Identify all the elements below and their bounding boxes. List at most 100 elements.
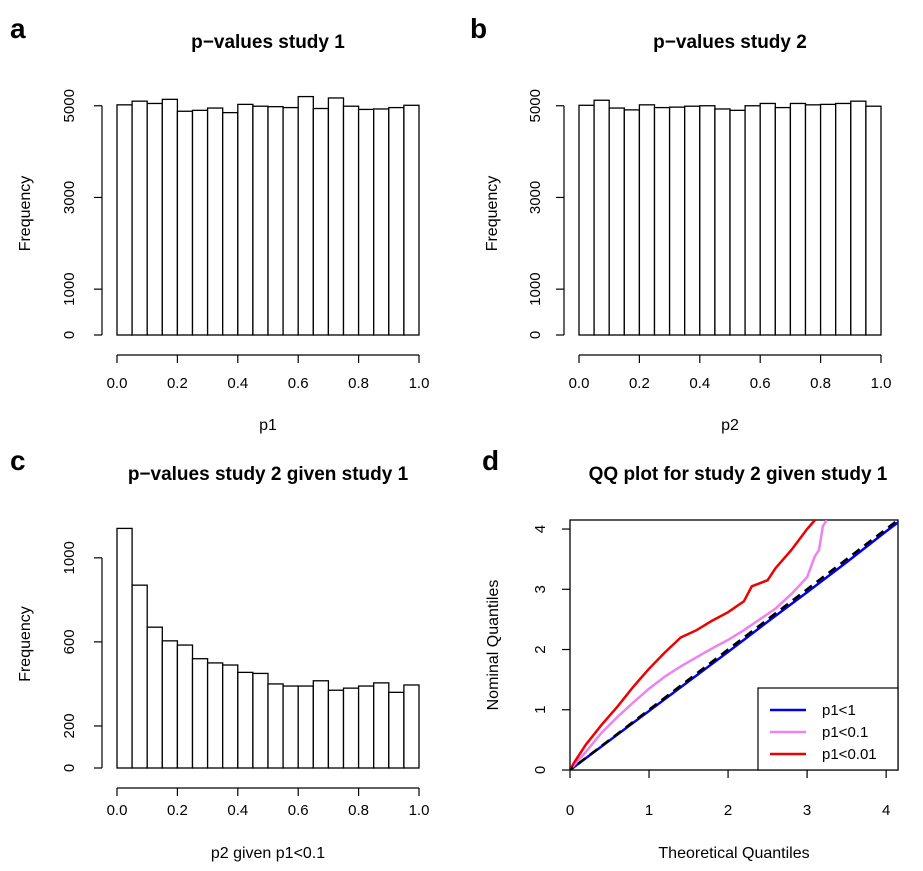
y-tick-label: 0 xyxy=(527,331,544,339)
histogram-bar xyxy=(282,106,299,336)
y-axis-label: Nominal Quantiles xyxy=(485,580,502,711)
histogram-bar xyxy=(403,104,420,336)
histogram-bar xyxy=(357,108,375,336)
histogram-bar xyxy=(774,106,792,336)
histogram-bar xyxy=(865,105,882,336)
histogram-bar xyxy=(684,105,701,336)
histogram-bar xyxy=(161,98,179,336)
series-line-1 xyxy=(570,520,828,770)
panel-title: p−values study 1 xyxy=(191,32,345,53)
histogram-bar xyxy=(608,107,625,336)
x-tick-label: 0.8 xyxy=(348,375,369,392)
histogram-bar xyxy=(267,683,284,769)
histogram-bar xyxy=(146,626,163,769)
histogram-bar xyxy=(327,97,345,336)
histogram-bar xyxy=(222,111,239,336)
x-tick-label: 0.6 xyxy=(288,802,309,819)
histogram-bar xyxy=(342,687,360,769)
histogram-bar xyxy=(373,682,390,769)
y-tick-label: 5000 xyxy=(527,89,544,122)
histogram-bar xyxy=(116,527,133,769)
x-tick-label: 1.0 xyxy=(409,802,430,819)
histogram-bar xyxy=(176,644,194,769)
x-tick-label: 3 xyxy=(803,802,811,819)
x-tick-label: 0.6 xyxy=(288,375,309,392)
histogram-bar xyxy=(850,100,867,336)
histogram-bar xyxy=(578,104,595,336)
histogram-bar xyxy=(206,662,224,769)
histogram-bar xyxy=(699,105,716,336)
panel-letter-c: c xyxy=(10,445,26,476)
x-tick-label: 0.4 xyxy=(227,802,248,819)
histogram-bar xyxy=(222,664,239,769)
x-tick-label: 0.0 xyxy=(107,375,128,392)
panel-letter-a: a xyxy=(10,13,26,44)
histogram-bar xyxy=(206,107,224,336)
x-axis-label: Theoretical Quantiles xyxy=(658,845,809,862)
y-tick-label: 1000 xyxy=(61,272,78,305)
y-tick-label: 2 xyxy=(532,645,549,653)
x-tick-label: 0.0 xyxy=(107,802,128,819)
x-tick-label: 0.4 xyxy=(689,375,710,392)
histogram-bar xyxy=(388,106,405,336)
x-tick-label: 0.0 xyxy=(569,375,590,392)
histogram-bar xyxy=(116,104,133,336)
x-tick-label: 0.4 xyxy=(227,375,248,392)
legend-label: p1<1 xyxy=(822,702,856,719)
histogram-bar xyxy=(282,685,299,769)
x-tick-label: 0.6 xyxy=(750,375,771,392)
histogram-bar xyxy=(638,104,656,336)
series-line-2 xyxy=(570,520,816,770)
histogram-bar xyxy=(146,102,163,336)
histogram-bar xyxy=(297,95,314,336)
histogram-bar xyxy=(729,109,746,336)
histogram-bar xyxy=(789,102,807,336)
histogram-bar xyxy=(357,685,375,769)
histogram-bar xyxy=(131,584,148,769)
histogram-bar xyxy=(327,689,345,769)
x-tick-label: 1 xyxy=(645,802,653,819)
histogram-bar xyxy=(835,102,852,336)
y-tick-label: 1000 xyxy=(61,541,78,574)
histogram-bar xyxy=(312,107,330,336)
legend-label: p1<0.1 xyxy=(822,724,868,741)
y-tick-label: 0 xyxy=(61,331,78,339)
histogram-bar xyxy=(759,102,776,336)
histogram-bar xyxy=(252,105,269,336)
histogram-bar xyxy=(131,100,148,336)
histogram-bar xyxy=(176,110,194,336)
y-tick-label: 200 xyxy=(61,713,78,738)
histogram-bar xyxy=(252,672,269,769)
x-tick-label: 2 xyxy=(724,802,732,819)
x-tick-label: 1.0 xyxy=(871,375,892,392)
y-tick-label: 4 xyxy=(532,525,549,533)
y-tick-label: 3000 xyxy=(527,181,544,214)
histogram-bar xyxy=(161,640,179,769)
histogram-bar xyxy=(388,691,405,769)
y-tick-label: 3000 xyxy=(61,181,78,214)
histogram-bar xyxy=(373,108,390,336)
plot-frame xyxy=(569,519,899,771)
y-tick-label: 600 xyxy=(61,629,78,654)
histogram-bar xyxy=(191,109,209,336)
x-axis-label: p2 xyxy=(721,417,739,434)
y-tick-label: 0 xyxy=(532,766,549,774)
panel-title: QQ plot for study 2 given study 1 xyxy=(589,464,888,485)
histogram-bar xyxy=(804,104,822,336)
legend-box xyxy=(757,687,899,771)
panel-letter-b: b xyxy=(470,13,487,44)
histogram-bar xyxy=(668,106,686,336)
histogram-bar xyxy=(237,671,254,769)
x-tick-label: 1.0 xyxy=(409,375,430,392)
y-axis-label: Frequency xyxy=(17,176,34,252)
x-axis-label: p1 xyxy=(259,417,277,434)
x-tick-label: 0.8 xyxy=(348,802,369,819)
x-tick-label: 0.2 xyxy=(167,802,188,819)
x-tick-label: 0 xyxy=(566,802,574,819)
x-axis-label: p2 given p1<0.1 xyxy=(211,845,325,862)
histogram-bar xyxy=(191,658,209,769)
y-axis-label: Frequency xyxy=(484,176,501,252)
y-tick-label: 1000 xyxy=(527,272,544,305)
